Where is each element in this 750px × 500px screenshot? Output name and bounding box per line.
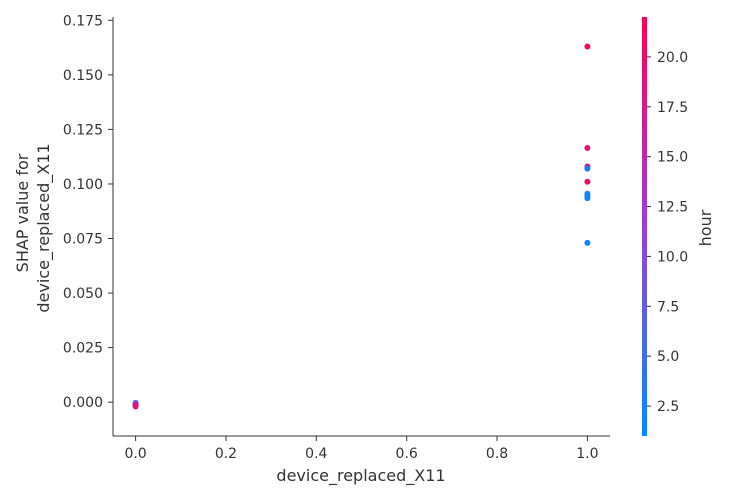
x-tick-label: 0.4 <box>305 446 327 462</box>
colorbar-ticks: 2.5 5.0 7.5 10.0 12.5 15.0 17.5 20.0 <box>647 50 688 415</box>
colorbar-tick-label: 15.0 <box>657 150 688 166</box>
scatter-points <box>132 43 591 410</box>
x-tick-label: 0.0 <box>124 446 146 462</box>
y-tick-label: 0.025 <box>63 341 103 357</box>
colorbar-tick-label: 17.5 <box>657 100 688 116</box>
y-tick-label: 0.175 <box>63 13 103 29</box>
colorbar-tick-label: 2.5 <box>657 399 679 415</box>
colorbar <box>642 17 647 436</box>
y-tick-label: 0.075 <box>63 232 103 248</box>
colorbar-tick-label: 7.5 <box>657 299 679 315</box>
data-point <box>584 144 591 151</box>
y-tick-label: 0.100 <box>63 177 103 193</box>
y-axis-label-line2: device_replaced_X11 <box>34 143 54 312</box>
y-ticks: 0.000 0.025 0.050 0.075 0.100 0.125 0.150 0.175 <box>63 13 113 411</box>
data-point <box>584 239 591 246</box>
y-axis-label-line1: SHAP value for <box>13 153 32 272</box>
y-tick-label: 0.150 <box>63 68 103 84</box>
colorbar-tick-label: 20.0 <box>657 50 688 66</box>
colorbar-label: hour <box>696 209 715 246</box>
y-tick-label: 0.125 <box>63 122 103 138</box>
y-tick-label: 0.050 <box>63 286 103 302</box>
y-tick-label: 0.000 <box>63 395 103 411</box>
x-tick-label: 0.6 <box>396 446 418 462</box>
colorbar-tick-label: 5.0 <box>657 349 679 365</box>
data-point <box>584 178 591 185</box>
data-point <box>584 43 591 50</box>
x-tick-label: 0.8 <box>486 446 508 462</box>
colorbar-tick-label: 12.5 <box>657 200 688 216</box>
data-point <box>132 403 139 410</box>
x-tick-label: 0.2 <box>215 446 237 462</box>
x-tick-label: 1.0 <box>576 446 598 462</box>
x-axis-label: device_replaced_X11 <box>276 466 445 486</box>
data-point <box>584 195 591 202</box>
colorbar-tick-label: 10.0 <box>657 249 688 265</box>
x-ticks: 0.0 0.2 0.4 0.6 0.8 1.0 <box>124 436 599 462</box>
data-point <box>584 165 591 172</box>
